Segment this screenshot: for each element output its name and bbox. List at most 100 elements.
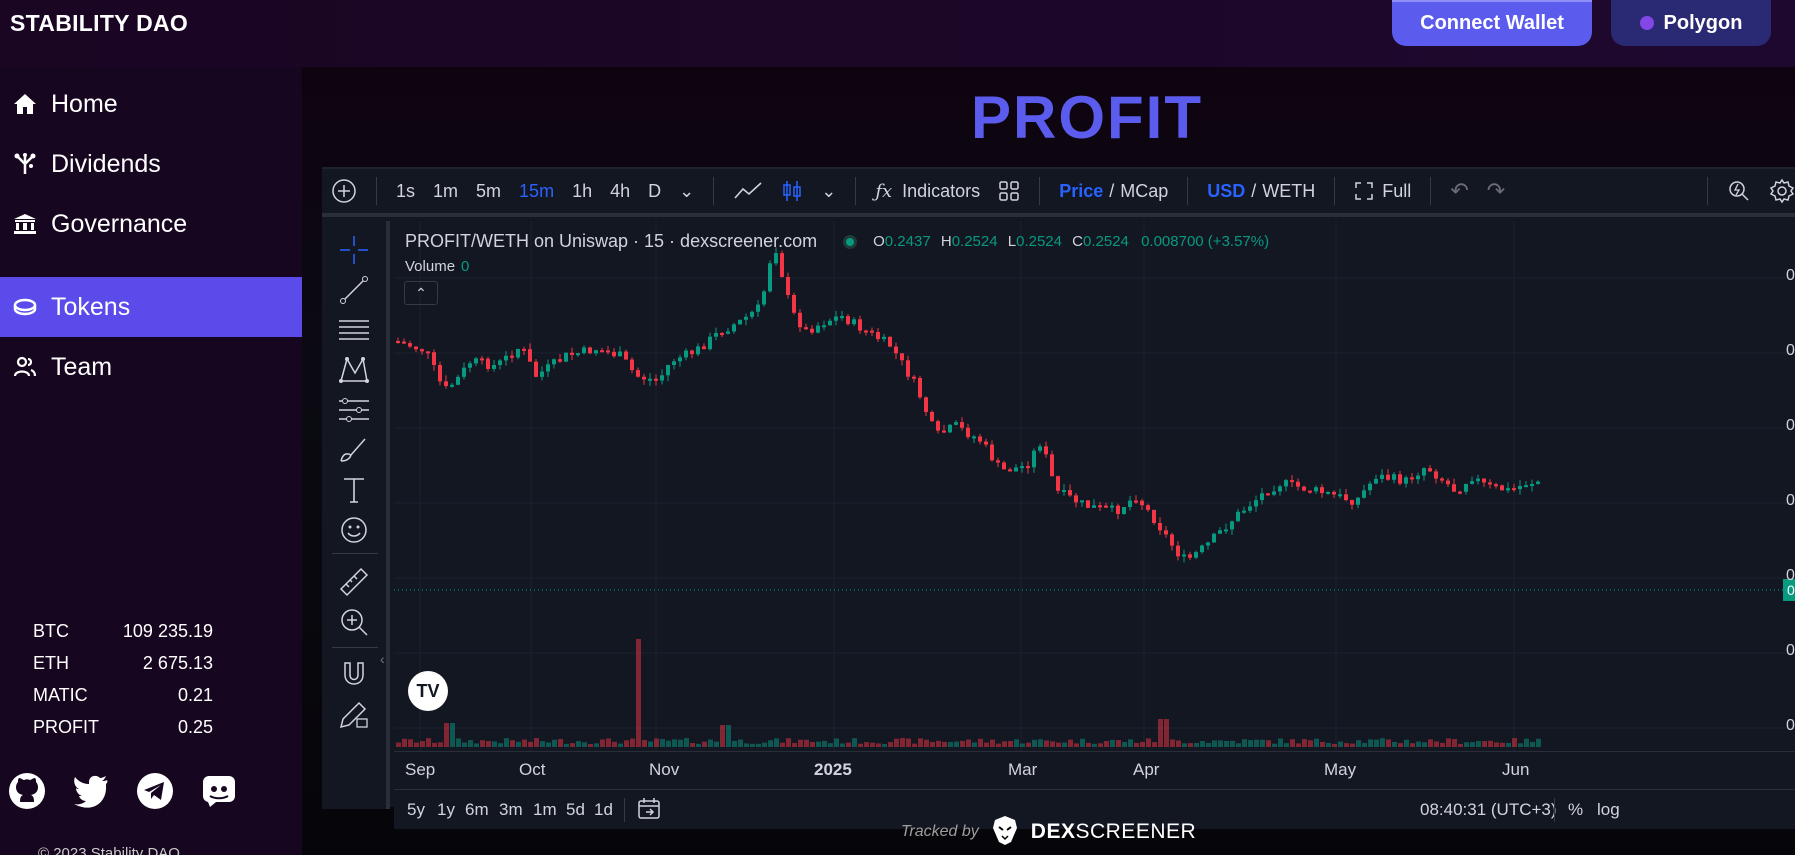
currency-toggle[interactable]: USD / WETH bbox=[1198, 167, 1324, 215]
fullscreen-button[interactable]: Full bbox=[1345, 167, 1420, 215]
goto-date-button[interactable] bbox=[636, 796, 662, 827]
crosshair-tool[interactable] bbox=[337, 233, 371, 267]
range-3m[interactable]: 3m bbox=[499, 800, 523, 819]
candle-body bbox=[738, 319, 742, 325]
price-axis[interactable]: 0 0 0 0 0 0 0 bbox=[1786, 221, 1795, 751]
range-1d[interactable]: 1d bbox=[594, 800, 613, 819]
interval-5m[interactable]: 5m bbox=[476, 180, 502, 201]
twitter-icon[interactable] bbox=[72, 772, 110, 810]
range-1m[interactable]: 1m bbox=[533, 800, 557, 819]
candle-body bbox=[912, 376, 916, 379]
candle-body bbox=[1458, 491, 1462, 494]
range-5d[interactable]: 5d bbox=[566, 800, 585, 819]
price-mcap-toggle[interactable]: Price / MCap bbox=[1050, 167, 1177, 215]
candle-body bbox=[1170, 534, 1174, 546]
candle-body bbox=[510, 355, 514, 358]
redo-button[interactable]: ↷ bbox=[1478, 167, 1514, 215]
github-icon[interactable] bbox=[8, 772, 46, 810]
mcap-option[interactable]: MCap bbox=[1120, 180, 1169, 201]
candle-body bbox=[474, 358, 478, 364]
tradingview-logo[interactable]: TV bbox=[408, 671, 448, 711]
volume-bar bbox=[1176, 740, 1181, 747]
fib-tool[interactable] bbox=[337, 313, 371, 347]
volume-bar bbox=[1224, 740, 1229, 747]
tracked-by-footer[interactable]: Tracked by DEXSCREENER bbox=[302, 809, 1795, 855]
candle-body bbox=[942, 430, 946, 433]
pattern-tool[interactable] bbox=[337, 353, 371, 387]
log-toggle[interactable]: log bbox=[1597, 800, 1620, 819]
sidebar-item-dividends[interactable]: Dividends bbox=[0, 134, 302, 194]
network-selector-button[interactable]: Polygon bbox=[1611, 0, 1771, 46]
sidebar-item-governance[interactable]: Governance bbox=[0, 194, 302, 254]
add-circle-icon bbox=[332, 179, 356, 203]
lock-drawings-tool[interactable] bbox=[337, 697, 371, 731]
interval-dropdown[interactable]: ⌄ bbox=[670, 167, 703, 215]
discord-icon[interactable] bbox=[200, 772, 238, 810]
chart-type-line-button[interactable] bbox=[724, 167, 772, 215]
quick-search-button[interactable] bbox=[1718, 167, 1760, 215]
line-chart-icon bbox=[734, 182, 762, 199]
volume-bar bbox=[912, 743, 917, 747]
last-price-tag: 0 bbox=[1783, 579, 1795, 601]
connect-wallet-button[interactable]: Connect Wallet bbox=[1392, 0, 1592, 46]
percent-toggle[interactable]: % bbox=[1568, 800, 1584, 819]
interval-1m[interactable]: 1m bbox=[433, 180, 459, 201]
volume-bar bbox=[666, 740, 671, 747]
interval-1h[interactable]: 1h bbox=[572, 180, 593, 201]
sidebar-item-home[interactable]: Home bbox=[0, 74, 302, 134]
brush-tool[interactable] bbox=[337, 433, 371, 467]
chart-type-dropdown[interactable]: ⌄ bbox=[812, 167, 845, 215]
emoji-tool[interactable] bbox=[337, 513, 371, 547]
range-1y[interactable]: 1y bbox=[437, 800, 455, 819]
measure-tool[interactable] bbox=[337, 565, 371, 599]
range-6m[interactable]: 6m bbox=[465, 800, 489, 819]
symbol-label[interactable]: PROFIT/WETH on Uniswap · 15 · dexscreene… bbox=[405, 231, 818, 251]
indicators-label: Indicators bbox=[902, 180, 981, 201]
volume-bar bbox=[1518, 743, 1523, 747]
telegram-icon[interactable] bbox=[136, 772, 174, 810]
interval-D[interactable]: D bbox=[648, 180, 662, 201]
volume-bar bbox=[1146, 738, 1151, 747]
indicators-button[interactable]: ƒx Indicators bbox=[866, 167, 989, 215]
clock-time[interactable]: 08:40:31 (UTC+3) bbox=[1420, 800, 1557, 819]
volume-bar bbox=[516, 741, 521, 747]
text-tool[interactable] bbox=[337, 473, 371, 507]
candle-body bbox=[1068, 490, 1072, 496]
volume-bar bbox=[1404, 739, 1409, 747]
magnet-tool[interactable] bbox=[337, 657, 371, 691]
range-5y[interactable]: 5y bbox=[407, 800, 425, 819]
weth-option[interactable]: WETH bbox=[1262, 180, 1316, 201]
usd-option[interactable]: USD bbox=[1207, 180, 1246, 201]
volume-bar bbox=[1434, 741, 1439, 747]
price-option[interactable]: Price bbox=[1059, 180, 1104, 201]
x-tick-label: Sep bbox=[405, 760, 436, 779]
volume-legend: Volume 0 bbox=[405, 258, 469, 275]
volume-bar bbox=[1464, 742, 1469, 747]
chart-plot-area[interactable]: PROFIT/WETH on Uniswap · 15 · dexscreene… bbox=[394, 221, 1795, 751]
ruler-icon bbox=[339, 567, 369, 597]
interval-4h[interactable]: 4h bbox=[610, 180, 631, 201]
volume-bar bbox=[1290, 739, 1295, 747]
zoom-tool[interactable] bbox=[337, 605, 371, 639]
candle-body bbox=[720, 333, 724, 336]
undo-button[interactable]: ↶ bbox=[1441, 167, 1477, 215]
chart-type-candles-button[interactable] bbox=[772, 167, 812, 215]
collapse-legend-button[interactable]: ⌃ bbox=[404, 281, 438, 305]
candle-body bbox=[402, 341, 406, 344]
candle-body bbox=[930, 411, 934, 422]
sidebar-item-team[interactable]: Team bbox=[0, 337, 302, 397]
layouts-button[interactable] bbox=[989, 167, 1029, 215]
forecast-tool[interactable] bbox=[337, 393, 371, 427]
brand-logo-text[interactable]: STABILITY DAO bbox=[10, 10, 189, 36]
time-axis[interactable]: Sep Oct Nov 2025 Mar Apr May Jun bbox=[394, 751, 1795, 785]
interval-15m[interactable]: 15m bbox=[519, 180, 555, 201]
volume-bar bbox=[972, 742, 977, 747]
settings-button[interactable] bbox=[1760, 167, 1795, 215]
trend-line-tool[interactable] bbox=[337, 273, 371, 307]
sidebar-item-tokens[interactable]: Tokens bbox=[0, 277, 302, 337]
add-symbol-button[interactable] bbox=[322, 167, 366, 215]
interval-1s[interactable]: 1s bbox=[396, 180, 416, 201]
collapse-drawbar-icon[interactable]: ‹ bbox=[380, 651, 385, 667]
volume-bar bbox=[618, 743, 623, 747]
candle-body bbox=[504, 355, 508, 361]
